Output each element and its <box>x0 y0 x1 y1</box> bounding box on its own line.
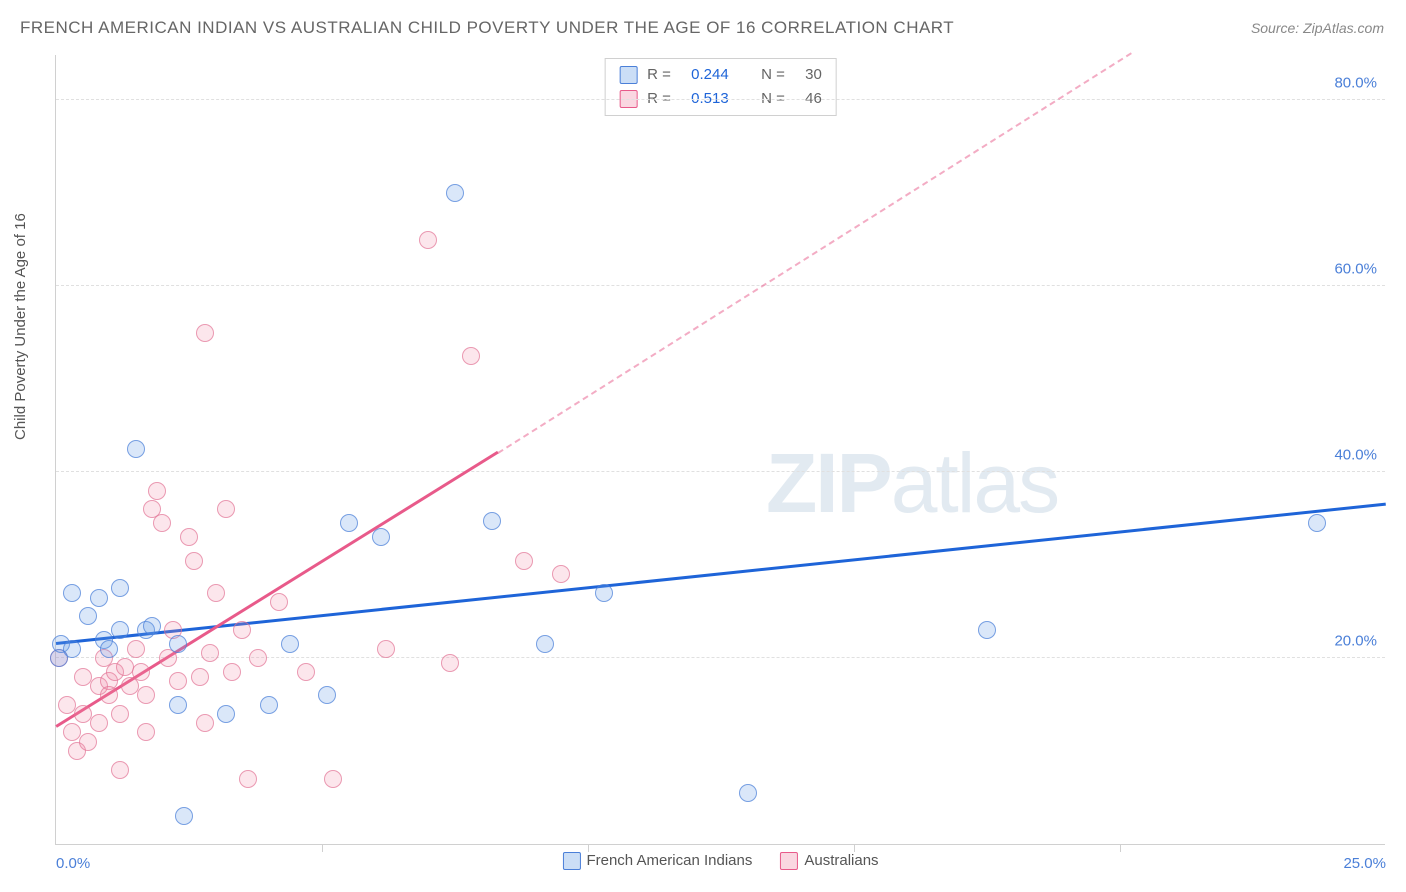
trendline <box>56 502 1386 644</box>
y-tick-label: 20.0% <box>1334 633 1377 650</box>
data-point <box>217 705 235 723</box>
data-point <box>185 552 203 570</box>
data-point <box>515 552 533 570</box>
data-point <box>143 617 161 635</box>
legend-swatch-pink <box>780 852 798 870</box>
y-tick-label: 40.0% <box>1334 447 1377 464</box>
data-point <box>79 733 97 751</box>
data-point <box>462 347 480 365</box>
data-point <box>191 668 209 686</box>
data-point <box>201 644 219 662</box>
data-point <box>372 528 390 546</box>
correlation-legend: R = 0.244 N = 30 R = 0.513 N = 46 <box>604 58 837 116</box>
data-point <box>739 784 757 802</box>
data-point <box>169 635 187 653</box>
data-point <box>978 621 996 639</box>
data-point <box>111 705 129 723</box>
legend-item-pink: Australians <box>780 852 878 870</box>
data-point <box>137 686 155 704</box>
data-point <box>1308 514 1326 532</box>
data-point <box>340 514 358 532</box>
data-point <box>483 512 501 530</box>
data-point <box>260 696 278 714</box>
data-point <box>270 593 288 611</box>
data-point <box>137 723 155 741</box>
data-point <box>111 621 129 639</box>
data-point <box>148 482 166 500</box>
data-point <box>63 640 81 658</box>
n-label: N = <box>761 63 795 87</box>
data-point <box>297 663 315 681</box>
data-point <box>595 584 613 602</box>
data-point <box>536 635 554 653</box>
legend-swatch-blue <box>619 66 637 84</box>
chart-plot-area: ZIPatlas R = 0.244 N = 30 R = 0.513 N = … <box>55 55 1385 845</box>
gridline <box>56 285 1385 286</box>
data-point <box>132 663 150 681</box>
data-point <box>223 663 241 681</box>
legend-item-blue: French American Indians <box>562 852 752 870</box>
chart-title: FRENCH AMERICAN INDIAN VS AUSTRALIAN CHI… <box>20 18 954 38</box>
legend-swatch-blue <box>562 852 580 870</box>
data-point <box>111 579 129 597</box>
data-point <box>169 696 187 714</box>
y-axis-label: Child Poverty Under the Age of 16 <box>12 213 29 440</box>
r-label: R = <box>647 63 681 87</box>
data-point <box>281 635 299 653</box>
data-point <box>552 565 570 583</box>
x-tick <box>588 844 589 852</box>
gridline <box>56 471 1385 472</box>
data-point <box>180 528 198 546</box>
data-point <box>79 607 97 625</box>
data-point <box>377 640 395 658</box>
x-tick <box>322 844 323 852</box>
data-point <box>169 672 187 690</box>
r-value: 0.244 <box>691 63 751 87</box>
data-point <box>217 500 235 518</box>
data-point <box>196 714 214 732</box>
data-point <box>324 770 342 788</box>
data-point <box>111 761 129 779</box>
data-point <box>127 440 145 458</box>
x-tick <box>1120 844 1121 852</box>
n-value: 30 <box>805 63 822 87</box>
data-point <box>446 184 464 202</box>
data-point <box>419 231 437 249</box>
data-point <box>100 686 118 704</box>
data-point <box>249 649 267 667</box>
data-point <box>175 807 193 825</box>
gridline <box>56 99 1385 100</box>
data-point <box>207 584 225 602</box>
data-point <box>318 686 336 704</box>
x-tick-label: 0.0% <box>56 855 90 872</box>
data-point <box>233 621 251 639</box>
source-attribution: Source: ZipAtlas.com <box>1251 20 1384 36</box>
x-tick-label: 25.0% <box>1343 855 1386 872</box>
data-point <box>196 324 214 342</box>
data-point <box>90 589 108 607</box>
watermark-logo: ZIPatlas <box>766 435 1058 532</box>
x-tick <box>854 844 855 852</box>
data-point <box>239 770 257 788</box>
data-point <box>441 654 459 672</box>
series-legend: French American Indians Australians <box>562 852 878 870</box>
data-point <box>90 714 108 732</box>
data-point <box>153 514 171 532</box>
y-tick-label: 80.0% <box>1334 75 1377 92</box>
legend-row-blue: R = 0.244 N = 30 <box>619 63 822 87</box>
y-tick-label: 60.0% <box>1334 261 1377 278</box>
data-point <box>100 640 118 658</box>
data-point <box>127 640 145 658</box>
data-point <box>63 584 81 602</box>
